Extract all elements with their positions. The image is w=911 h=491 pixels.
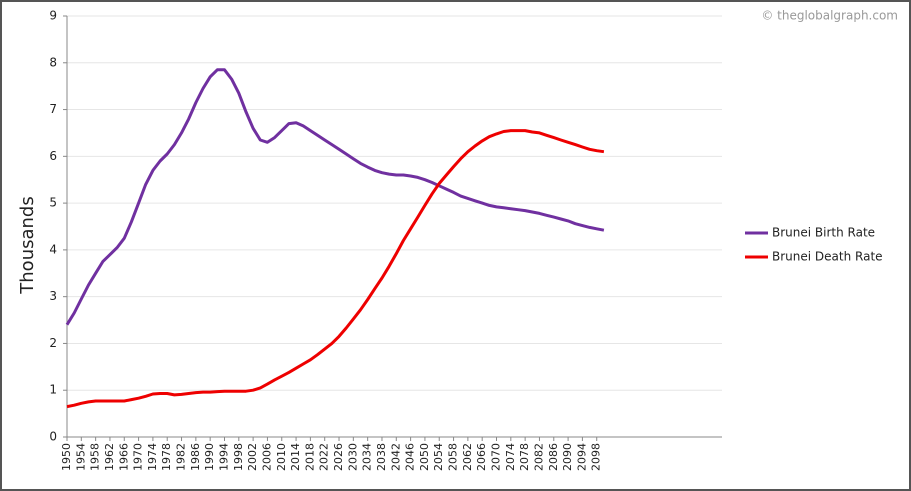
x-tick-label: 2094 bbox=[575, 443, 588, 471]
x-tick-label: 2018 bbox=[303, 443, 316, 471]
y-tick-label: 1 bbox=[49, 383, 57, 397]
x-tick-label: 2046 bbox=[404, 443, 417, 471]
y-tick-label: 8 bbox=[49, 55, 57, 69]
y-tick-label: 2 bbox=[49, 336, 57, 350]
legend-label: Brunei Birth Rate bbox=[772, 226, 875, 240]
x-tick-label: 2050 bbox=[418, 443, 431, 471]
x-tick-label: 2010 bbox=[275, 443, 288, 471]
x-tick-label: 1962 bbox=[103, 443, 116, 471]
series-line bbox=[66, 129, 605, 409]
series-line bbox=[65, 68, 605, 326]
x-tick-label: 2026 bbox=[332, 443, 345, 471]
x-tick-label: 2030 bbox=[346, 443, 359, 471]
y-axis-label: Thousands bbox=[17, 196, 38, 294]
x-tick-label: 1994 bbox=[217, 443, 230, 471]
x-tick-label: 2082 bbox=[532, 443, 545, 471]
x-tick-label: 1966 bbox=[117, 443, 130, 471]
x-tick-label: 1986 bbox=[189, 443, 202, 471]
y-tick-label: 7 bbox=[49, 102, 57, 116]
x-tick-label: 2014 bbox=[289, 443, 302, 471]
x-tick-label: 1982 bbox=[175, 443, 188, 471]
y-tick-label: 4 bbox=[49, 242, 57, 256]
x-tick-label: 2062 bbox=[461, 443, 474, 471]
x-tick-label: 2098 bbox=[590, 443, 603, 471]
x-tick-label: 2038 bbox=[375, 443, 388, 471]
x-tick-label: 2002 bbox=[246, 443, 259, 471]
x-tick-label: 2022 bbox=[318, 443, 331, 471]
x-tick-label: 2006 bbox=[260, 443, 273, 471]
x-tick-label: 2042 bbox=[389, 443, 402, 471]
x-tick-label: 1998 bbox=[232, 443, 245, 471]
x-tick-label: 1970 bbox=[132, 443, 145, 471]
y-tick-label: 0 bbox=[49, 430, 57, 444]
x-tick-label: 2090 bbox=[561, 443, 574, 471]
x-tick-label: 2086 bbox=[547, 443, 560, 471]
x-tick-label: 1990 bbox=[203, 443, 216, 471]
x-tick-label: 2058 bbox=[447, 443, 460, 471]
x-tick-label: 2054 bbox=[432, 443, 445, 471]
x-tick-label: 2034 bbox=[361, 443, 374, 471]
x-tick-label: 2070 bbox=[490, 443, 503, 471]
legend-label: Brunei Death Rate bbox=[772, 250, 883, 264]
y-tick-label: 6 bbox=[49, 149, 57, 163]
x-tick-label: 1950 bbox=[60, 443, 73, 471]
y-tick-label: 9 bbox=[49, 9, 57, 23]
x-tick-label: 1954 bbox=[74, 443, 87, 471]
x-tick-label: 1974 bbox=[146, 443, 159, 471]
x-tick-label: 2066 bbox=[475, 443, 488, 471]
x-tick-label: 2074 bbox=[504, 443, 517, 471]
y-tick-label: 3 bbox=[49, 289, 57, 303]
watermark: © theglobalgraph.com bbox=[761, 9, 898, 23]
x-tick-label: 1978 bbox=[160, 443, 173, 471]
x-tick-label: 1958 bbox=[89, 443, 102, 471]
x-tick-label: 2078 bbox=[518, 443, 531, 471]
y-tick-label: 5 bbox=[49, 196, 57, 210]
